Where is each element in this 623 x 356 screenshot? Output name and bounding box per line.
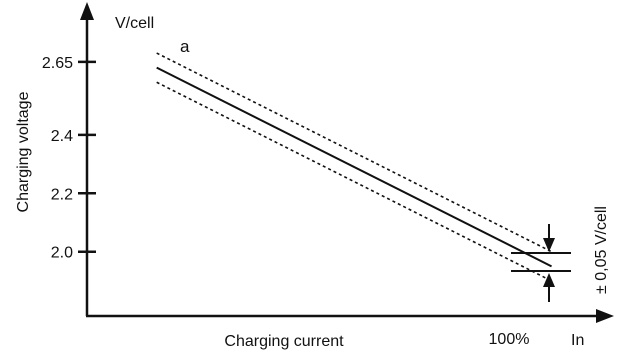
tolerance-marker bbox=[511, 224, 571, 302]
curve-label-a: a bbox=[180, 37, 190, 56]
series-line-a bbox=[156, 66, 552, 268]
tolerance-down-arrow-icon bbox=[543, 238, 555, 252]
tolerance-label: ± 0,05 V/cell bbox=[593, 206, 610, 294]
y-tick-label: 2.65 bbox=[42, 55, 73, 72]
series-lower-tolerance-line bbox=[156, 81, 552, 282]
y-tick-label: 2.4 bbox=[51, 128, 73, 145]
y-axis-title: Charging voltage bbox=[15, 91, 32, 212]
series-upper-tolerance-line bbox=[156, 52, 552, 253]
x-axis-title: Charging current bbox=[224, 333, 344, 350]
x-unit-label: In bbox=[571, 332, 584, 349]
y-tick-label: 2.0 bbox=[51, 245, 73, 262]
y-tick-label: 2.2 bbox=[51, 186, 73, 203]
y-ticks: 2.65 2.4 2.2 2.0 bbox=[42, 55, 96, 262]
x-axis-arrow bbox=[596, 309, 614, 323]
x-tick-label-100: 100% bbox=[489, 331, 530, 348]
series-group bbox=[156, 52, 552, 282]
y-unit-label: V/cell bbox=[115, 15, 154, 32]
y-axis-arrow bbox=[80, 2, 94, 20]
